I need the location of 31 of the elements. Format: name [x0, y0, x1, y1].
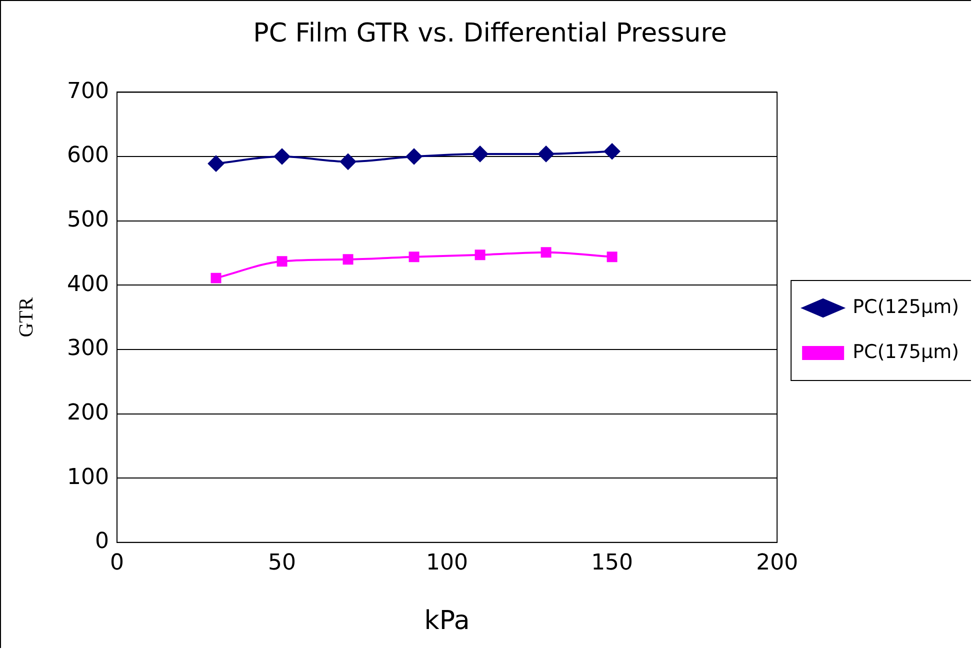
x-tick-label: 150	[591, 550, 634, 576]
point	[606, 252, 618, 262]
point	[340, 154, 356, 170]
y-tick-label: 200	[66, 400, 109, 426]
point	[276, 256, 288, 267]
point	[406, 148, 422, 165]
x-tick-label: 50	[268, 550, 296, 576]
point	[538, 146, 554, 162]
point	[208, 156, 224, 172]
legend-label: PC(125µm)	[852, 296, 960, 318]
chart-title: PC Film GTR vs. Differential Pressure	[253, 18, 727, 48]
point	[604, 143, 620, 160]
point	[210, 272, 222, 284]
point	[342, 254, 354, 265]
point	[274, 148, 290, 165]
x-tick-label: 100	[426, 550, 468, 576]
point	[472, 146, 488, 162]
point	[540, 247, 552, 258]
legend-label: PC(175µm)	[852, 340, 960, 363]
y-tick-label: 500	[66, 208, 109, 233]
y-tick-label: 300	[66, 336, 109, 362]
y-tick-label: 600	[66, 143, 109, 168]
x-tick-label: 200	[756, 550, 798, 576]
y-tick-label: 0	[94, 529, 109, 554]
point	[408, 252, 420, 262]
x-axis-title: kPa	[424, 606, 470, 636]
y-tick-label: 400	[66, 272, 109, 297]
y-tick-label: 100	[66, 464, 109, 490]
y-axis-title: GTR	[15, 296, 38, 338]
point	[474, 250, 486, 260]
y-tick-label: 700	[66, 78, 109, 104]
